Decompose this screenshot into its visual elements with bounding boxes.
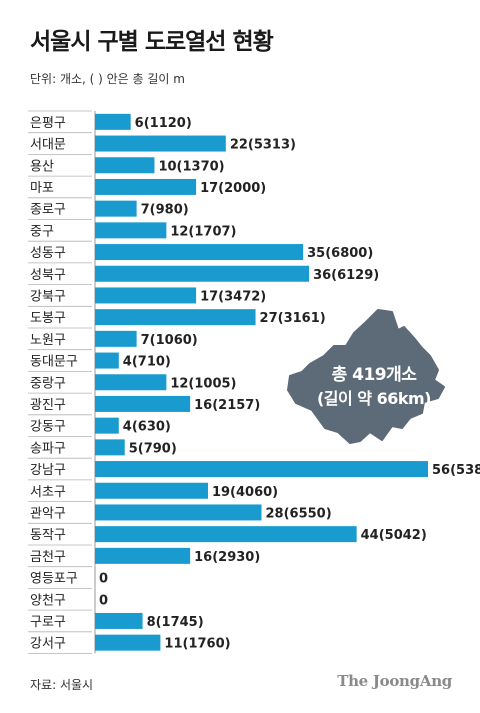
data-label: 5(790) (129, 441, 177, 456)
data-label: 44(5042) (361, 528, 427, 543)
bar (95, 547, 191, 564)
category-label: 광진구 (30, 398, 66, 413)
bar (95, 482, 208, 499)
category-label: 관악구 (30, 506, 66, 521)
data-label: 12(1005) (170, 376, 236, 391)
data-label: 19(4060) (212, 485, 278, 500)
category-label: 강북구 (30, 289, 66, 304)
data-label: 8(1745) (147, 615, 204, 630)
data-label: 16(2930) (194, 550, 260, 565)
bar (95, 417, 119, 434)
category-label: 성북구 (30, 268, 66, 283)
bar (95, 461, 428, 478)
data-label: 27(3161) (260, 311, 326, 326)
data-label: 28(6550) (266, 506, 332, 521)
category-label: 마포 (30, 181, 54, 196)
bar (95, 244, 304, 261)
category-label: 은평구 (30, 116, 66, 131)
bar (95, 157, 155, 174)
category-label: 구로구 (30, 615, 66, 630)
bar (95, 178, 197, 195)
data-label: 7(1060) (141, 333, 198, 348)
data-label: 6(1120) (135, 116, 192, 131)
bar (95, 504, 262, 521)
category-label: 강동구 (30, 420, 66, 435)
bar (95, 113, 131, 130)
data-label: 0 (99, 572, 108, 587)
bar (95, 612, 143, 629)
category-label: 금천구 (30, 550, 66, 565)
data-label: 17(2000) (200, 181, 266, 196)
data-label: 12(1707) (170, 224, 236, 239)
category-label: 양천구 (30, 593, 66, 608)
data-label: 56(5380) (432, 463, 480, 478)
bar (95, 395, 191, 412)
category-label: 종로구 (30, 203, 66, 218)
data-label: 7(980) (141, 203, 189, 218)
data-label: 0 (99, 593, 108, 608)
chart-title: 서울시 구별 도로열선 현황 (30, 29, 274, 55)
data-label: 35(6800) (307, 246, 373, 261)
category-label: 서대문 (30, 138, 66, 153)
category-label: 송파구 (30, 441, 66, 456)
category-label: 동대문구 (30, 355, 78, 370)
data-label: 11(1760) (164, 637, 230, 652)
category-label: 강서구 (30, 637, 66, 652)
map-total-count: 총 419개소 (331, 365, 417, 385)
unit-note: 단위: 개소, ( ) 안은 총 길이 m (30, 72, 185, 86)
category-label: 성동구 (30, 246, 66, 261)
bar (95, 309, 256, 326)
category-label: 용산 (30, 159, 54, 174)
map-total-length: (길이 약 66km) (316, 389, 432, 408)
bar (95, 526, 357, 543)
data-label: 4(710) (123, 355, 171, 370)
data-label: 16(2157) (194, 398, 260, 413)
brand-logo: The JoongAng (337, 672, 452, 690)
data-label: 10(1370) (158, 159, 224, 174)
bar (95, 135, 226, 152)
category-label: 중랑구 (30, 376, 66, 391)
data-label: 36(6129) (313, 268, 379, 283)
data-label: 4(630) (123, 420, 171, 435)
bar (95, 439, 125, 456)
data-label: 22(5313) (230, 138, 296, 153)
bar (95, 352, 119, 369)
bar (95, 634, 161, 651)
category-label: 도봉구 (30, 311, 66, 326)
category-label: 동작구 (30, 528, 66, 543)
data-label: 17(3472) (200, 289, 266, 304)
category-label: 영등포구 (30, 572, 78, 587)
category-label: 강남구 (30, 463, 66, 478)
category-label: 중구 (30, 224, 54, 239)
category-label: 서초구 (30, 485, 66, 500)
bar (95, 200, 137, 217)
bar (95, 265, 310, 282)
category-label: 노원구 (30, 333, 66, 348)
bar (95, 374, 167, 391)
bar (95, 287, 197, 304)
bar (95, 222, 167, 239)
bar (95, 330, 137, 347)
source-note: 자료: 서울시 (30, 678, 94, 692)
